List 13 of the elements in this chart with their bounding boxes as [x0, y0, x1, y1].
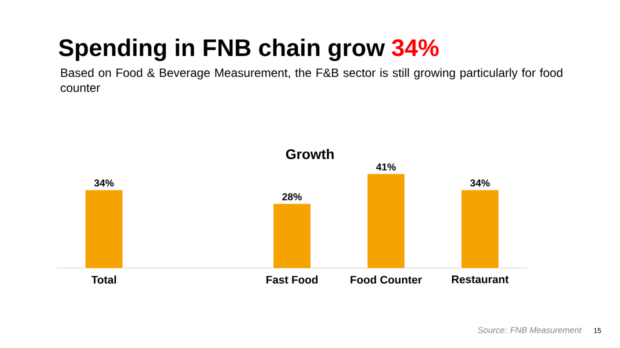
x-tick-label: Fast Food	[266, 276, 318, 284]
source-note: Source: FNB Measurement	[478, 327, 582, 334]
chart-title: Spending in FNB chain grow	[58, 38, 385, 62]
x-tick-label: Restaurant	[452, 276, 509, 284]
chart-subtitle: Based on Food & Beverage Measurement, the F&B sector is still growing particularly for food counter	[60, 68, 562, 92]
x-tick-label: Food Counter	[350, 276, 422, 284]
data-label: 28%	[282, 193, 302, 200]
text: 34%	[392, 39, 439, 56]
data-label: 34%	[470, 179, 490, 187]
data-label: 34%	[94, 179, 114, 187]
x-tick-label: Total	[91, 276, 116, 284]
text: Growth	[286, 148, 334, 160]
data-label: 41%	[376, 163, 396, 171]
